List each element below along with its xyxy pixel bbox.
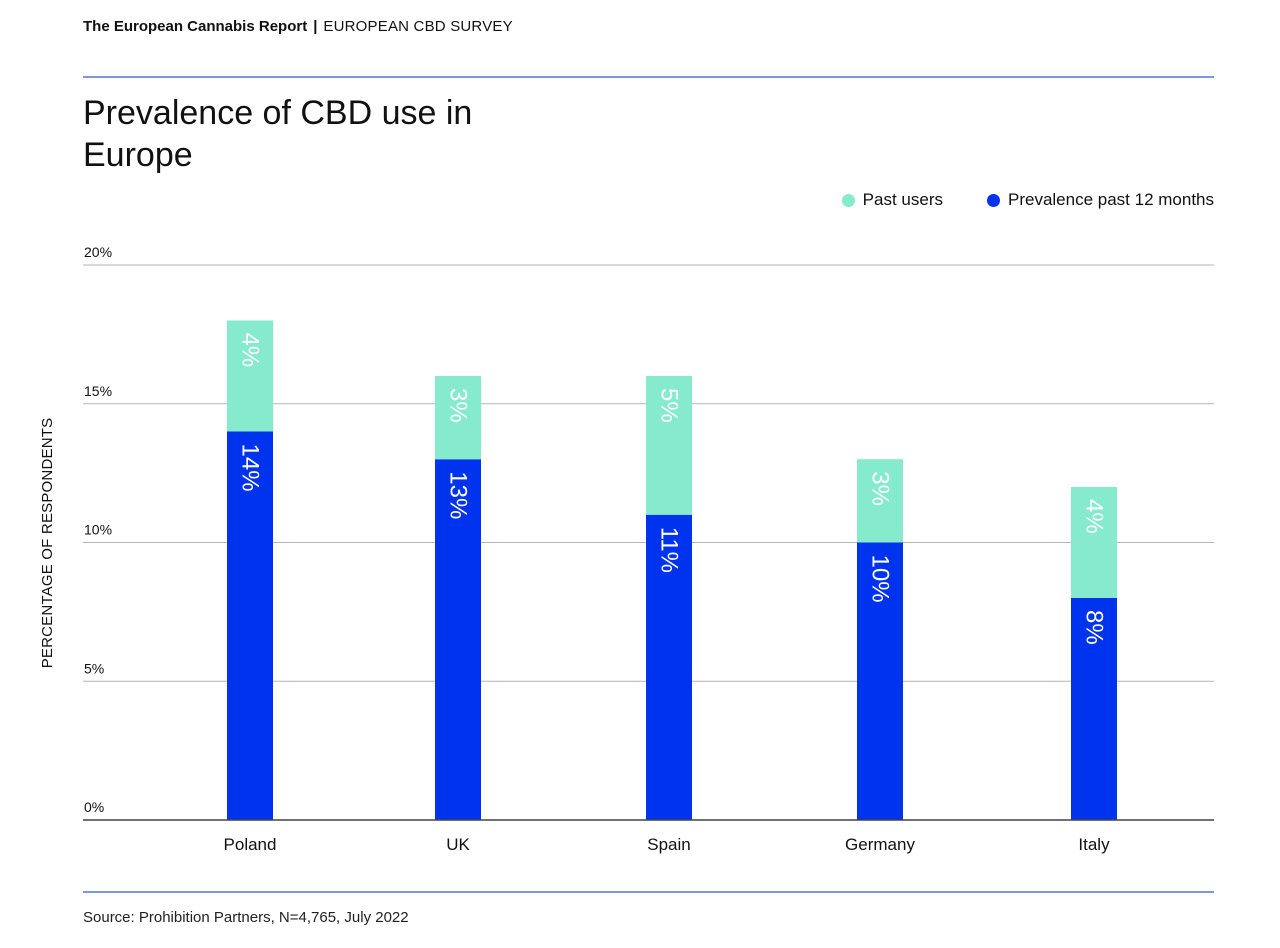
- bar-label-prevalence-uk: 13%: [445, 471, 472, 519]
- bar-prevalence-italy: [1071, 598, 1117, 820]
- bar-past-users-italy: [1071, 487, 1117, 598]
- report-name: The European Cannabis Report: [83, 18, 308, 35]
- legend-swatch-past-users: [841, 193, 855, 207]
- header-separator: |: [313, 18, 318, 35]
- bar-label-past-users-uk: 3%: [445, 388, 472, 423]
- top-rule: [83, 76, 1214, 78]
- y-tick-label-10: 10%: [84, 522, 112, 538]
- bar-label-past-users-italy: 4%: [1081, 499, 1108, 534]
- bar-prevalence-spain: [646, 514, 692, 820]
- report-header: The European Cannabis Report | EUROPEAN CB…: [83, 18, 513, 35]
- legend-swatch-prevalence: [986, 193, 1000, 207]
- bar-label-prevalence-germany: 10%: [867, 555, 894, 603]
- legend-label-past-users: Past users: [862, 190, 943, 209]
- x-tick-label-germany: Germany: [845, 835, 915, 854]
- bar-prevalence-uk: [435, 459, 481, 820]
- y-axis-title: PERCENTAGE OF RESPONDENTS: [39, 418, 56, 669]
- bar-label-past-users-poland: 4%: [237, 333, 264, 368]
- y-tick-label-5: 5%: [84, 660, 104, 676]
- bar-label-past-users-spain: 5%: [656, 388, 683, 423]
- x-tick-label-spain: Spain: [647, 835, 690, 854]
- y-tick-label-20: 20%: [84, 244, 112, 260]
- bar-label-prevalence-spain: 11%: [656, 527, 683, 573]
- x-tick-label-poland: Poland: [224, 835, 277, 854]
- bar-prevalence-germany: [857, 542, 903, 820]
- source-note: Source: Prohibition Partners, N=4,765, J…: [83, 909, 409, 926]
- bar-past-users-poland: [227, 320, 273, 432]
- chart-title: Prevalence of CBD use in Europe: [83, 94, 473, 174]
- legend-item-prevalence: Prevalence past 12 months: [986, 190, 1214, 210]
- legend-item-past-users: Past users: [841, 190, 943, 210]
- bottom-rule: [83, 891, 1214, 893]
- legend-label-prevalence: Prevalence past 12 months: [1007, 190, 1214, 209]
- y-tick-label-15: 15%: [84, 383, 112, 399]
- x-tick-label-uk: UK: [446, 835, 470, 854]
- bar-past-users-spain: [646, 376, 692, 515]
- bar-past-users-uk: [435, 376, 481, 460]
- x-tick-label-italy: Italy: [1078, 835, 1110, 854]
- bar-label-past-users-germany: 3%: [867, 471, 894, 506]
- bar-prevalence-poland: [227, 431, 273, 820]
- survey-name: EUROPEAN CBD SURVEY: [323, 18, 513, 35]
- bar-label-prevalence-poland: 14%: [237, 444, 264, 492]
- bar-label-prevalence-italy: 8%: [1081, 610, 1108, 645]
- y-tick-label-0: 0%: [84, 799, 104, 815]
- legend: Past users Prevalence past 12 months: [841, 190, 1214, 210]
- bar-past-users-germany: [857, 459, 903, 543]
